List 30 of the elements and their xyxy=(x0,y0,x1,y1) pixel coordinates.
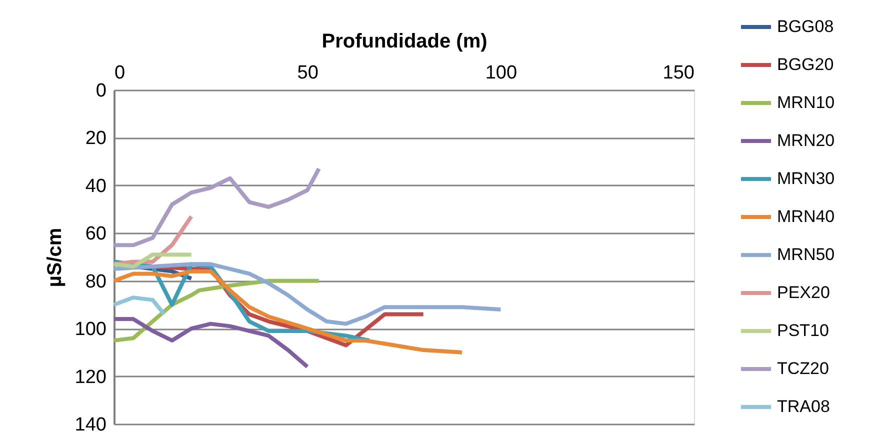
y-tick-label: 60 xyxy=(85,224,106,245)
x-axis-title: Profundidade (m) xyxy=(322,30,488,52)
legend-label: MRN30 xyxy=(777,169,835,188)
y-tick-label: 0 xyxy=(96,80,106,102)
legend-label: BGG08 xyxy=(777,17,834,36)
x-tick-label: 50 xyxy=(297,62,318,84)
legend-label: MRN40 xyxy=(777,207,835,226)
line-series xyxy=(112,269,464,354)
legend-label: PST10 xyxy=(777,321,829,340)
legend-label: MRN10 xyxy=(777,93,835,112)
y-tick-label: 120 xyxy=(74,366,106,388)
legend-label: PEX20 xyxy=(777,283,830,302)
x-tick-label: 0 xyxy=(114,62,126,84)
y-tick-label: 100 xyxy=(74,319,106,340)
y-tick-label: 40 xyxy=(85,176,106,197)
line-series xyxy=(112,317,310,369)
legend-label: TRA08 xyxy=(777,397,830,416)
line-series xyxy=(112,262,503,326)
y-tick-label: 80 xyxy=(85,271,106,292)
x-tick-label: 150 xyxy=(662,62,694,84)
legend-label: BGG20 xyxy=(777,55,834,74)
line-series xyxy=(112,296,166,316)
line-series xyxy=(112,166,321,248)
y-tick-label: 140 xyxy=(74,414,106,436)
y-tick-label: 20 xyxy=(85,128,106,150)
y-axis-title: µS/cm xyxy=(44,228,66,288)
legend-label: MRN50 xyxy=(777,245,835,264)
x-tick-label: 100 xyxy=(485,62,518,84)
legend-label: MRN20 xyxy=(777,131,835,150)
legend-label: TCZ20 xyxy=(777,359,829,378)
